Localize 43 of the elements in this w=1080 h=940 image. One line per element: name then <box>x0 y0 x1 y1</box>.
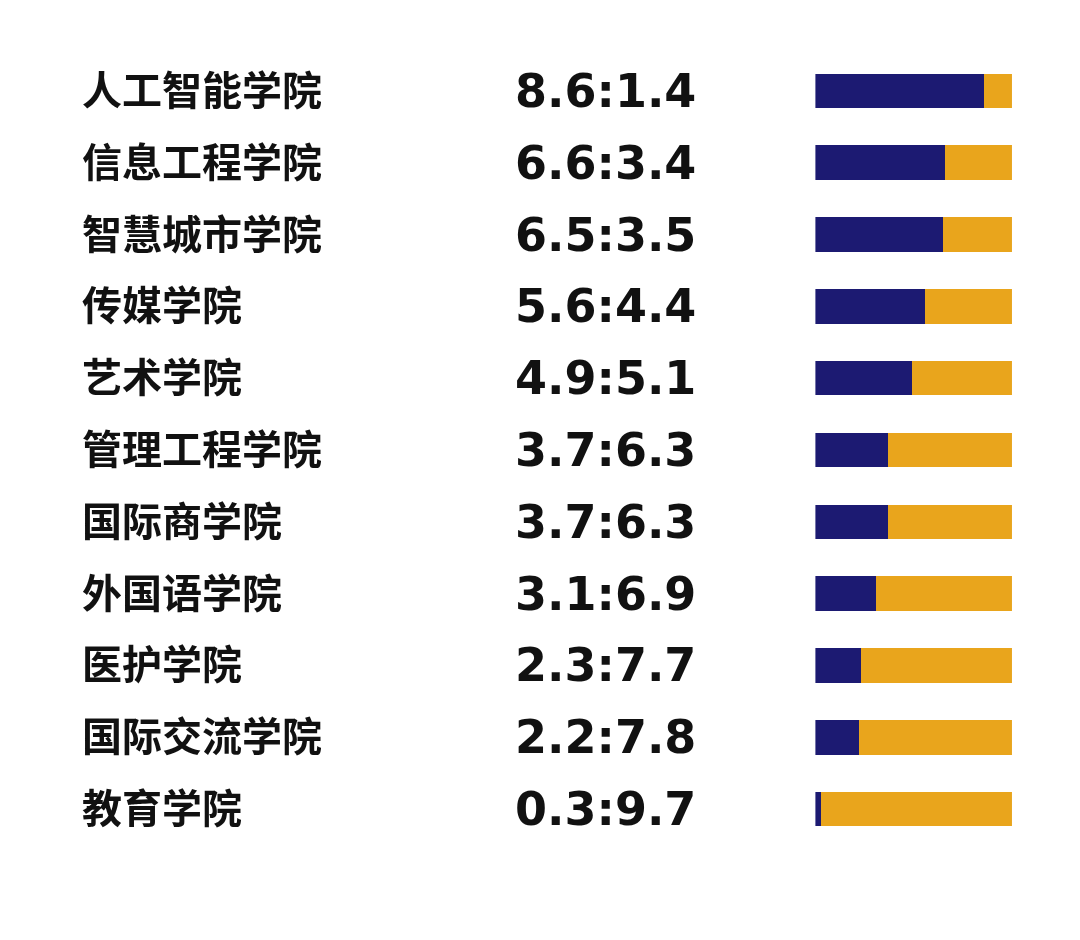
bar <box>911 360 1012 396</box>
bar <box>876 576 1012 611</box>
y-tick-label: 信息工程学院 <box>82 140 322 186</box>
y-tick-label: 教育学院 <box>82 786 242 832</box>
y-tick-label: 外国语学院 <box>82 571 282 617</box>
bar <box>815 289 926 324</box>
data-label: 2.3:7.7 <box>515 638 697 692</box>
data-label: 3.7:6.3 <box>515 495 697 549</box>
data-label: 2.2:7.8 <box>515 710 697 764</box>
bar <box>888 432 1012 468</box>
y-tick-label: 人工智能学院 <box>82 68 322 114</box>
y-tick-label: 艺术学院 <box>82 355 242 401</box>
data-label: 6.6:3.4 <box>515 136 697 190</box>
bar <box>815 576 877 611</box>
y-tick-label: 传媒学院 <box>82 283 242 329</box>
bar <box>888 504 1012 540</box>
data-label: 6.5:3.5 <box>515 208 697 262</box>
bar <box>925 289 1012 324</box>
bar <box>821 791 1012 827</box>
data-label: 3.7:6.3 <box>515 423 697 477</box>
y-tick-label: 智慧城市学院 <box>82 212 322 258</box>
y-tick-label: 国际交流学院 <box>82 714 322 760</box>
bar <box>815 145 946 180</box>
bar <box>815 432 889 468</box>
data-label: 4.9:5.1 <box>515 351 697 405</box>
bar <box>815 360 912 396</box>
data-label: 3.1:6.9 <box>515 567 697 621</box>
bar <box>815 648 861 683</box>
bar <box>815 73 985 109</box>
bar <box>860 648 1012 683</box>
bar <box>945 145 1012 180</box>
y-tick-label: 国际商学院 <box>82 499 282 545</box>
data-label: 8.6:1.4 <box>515 64 697 118</box>
bar <box>815 217 944 252</box>
y-tick-label: 医护学院 <box>82 642 242 688</box>
bar <box>943 217 1012 252</box>
bar <box>815 720 859 755</box>
bar <box>858 720 1012 755</box>
data-label: 5.6:4.4 <box>515 279 697 333</box>
bar <box>984 73 1012 109</box>
y-tick-label: 管理工程学院 <box>82 427 322 473</box>
bar <box>815 504 889 540</box>
data-label: 0.3:9.7 <box>515 782 697 836</box>
